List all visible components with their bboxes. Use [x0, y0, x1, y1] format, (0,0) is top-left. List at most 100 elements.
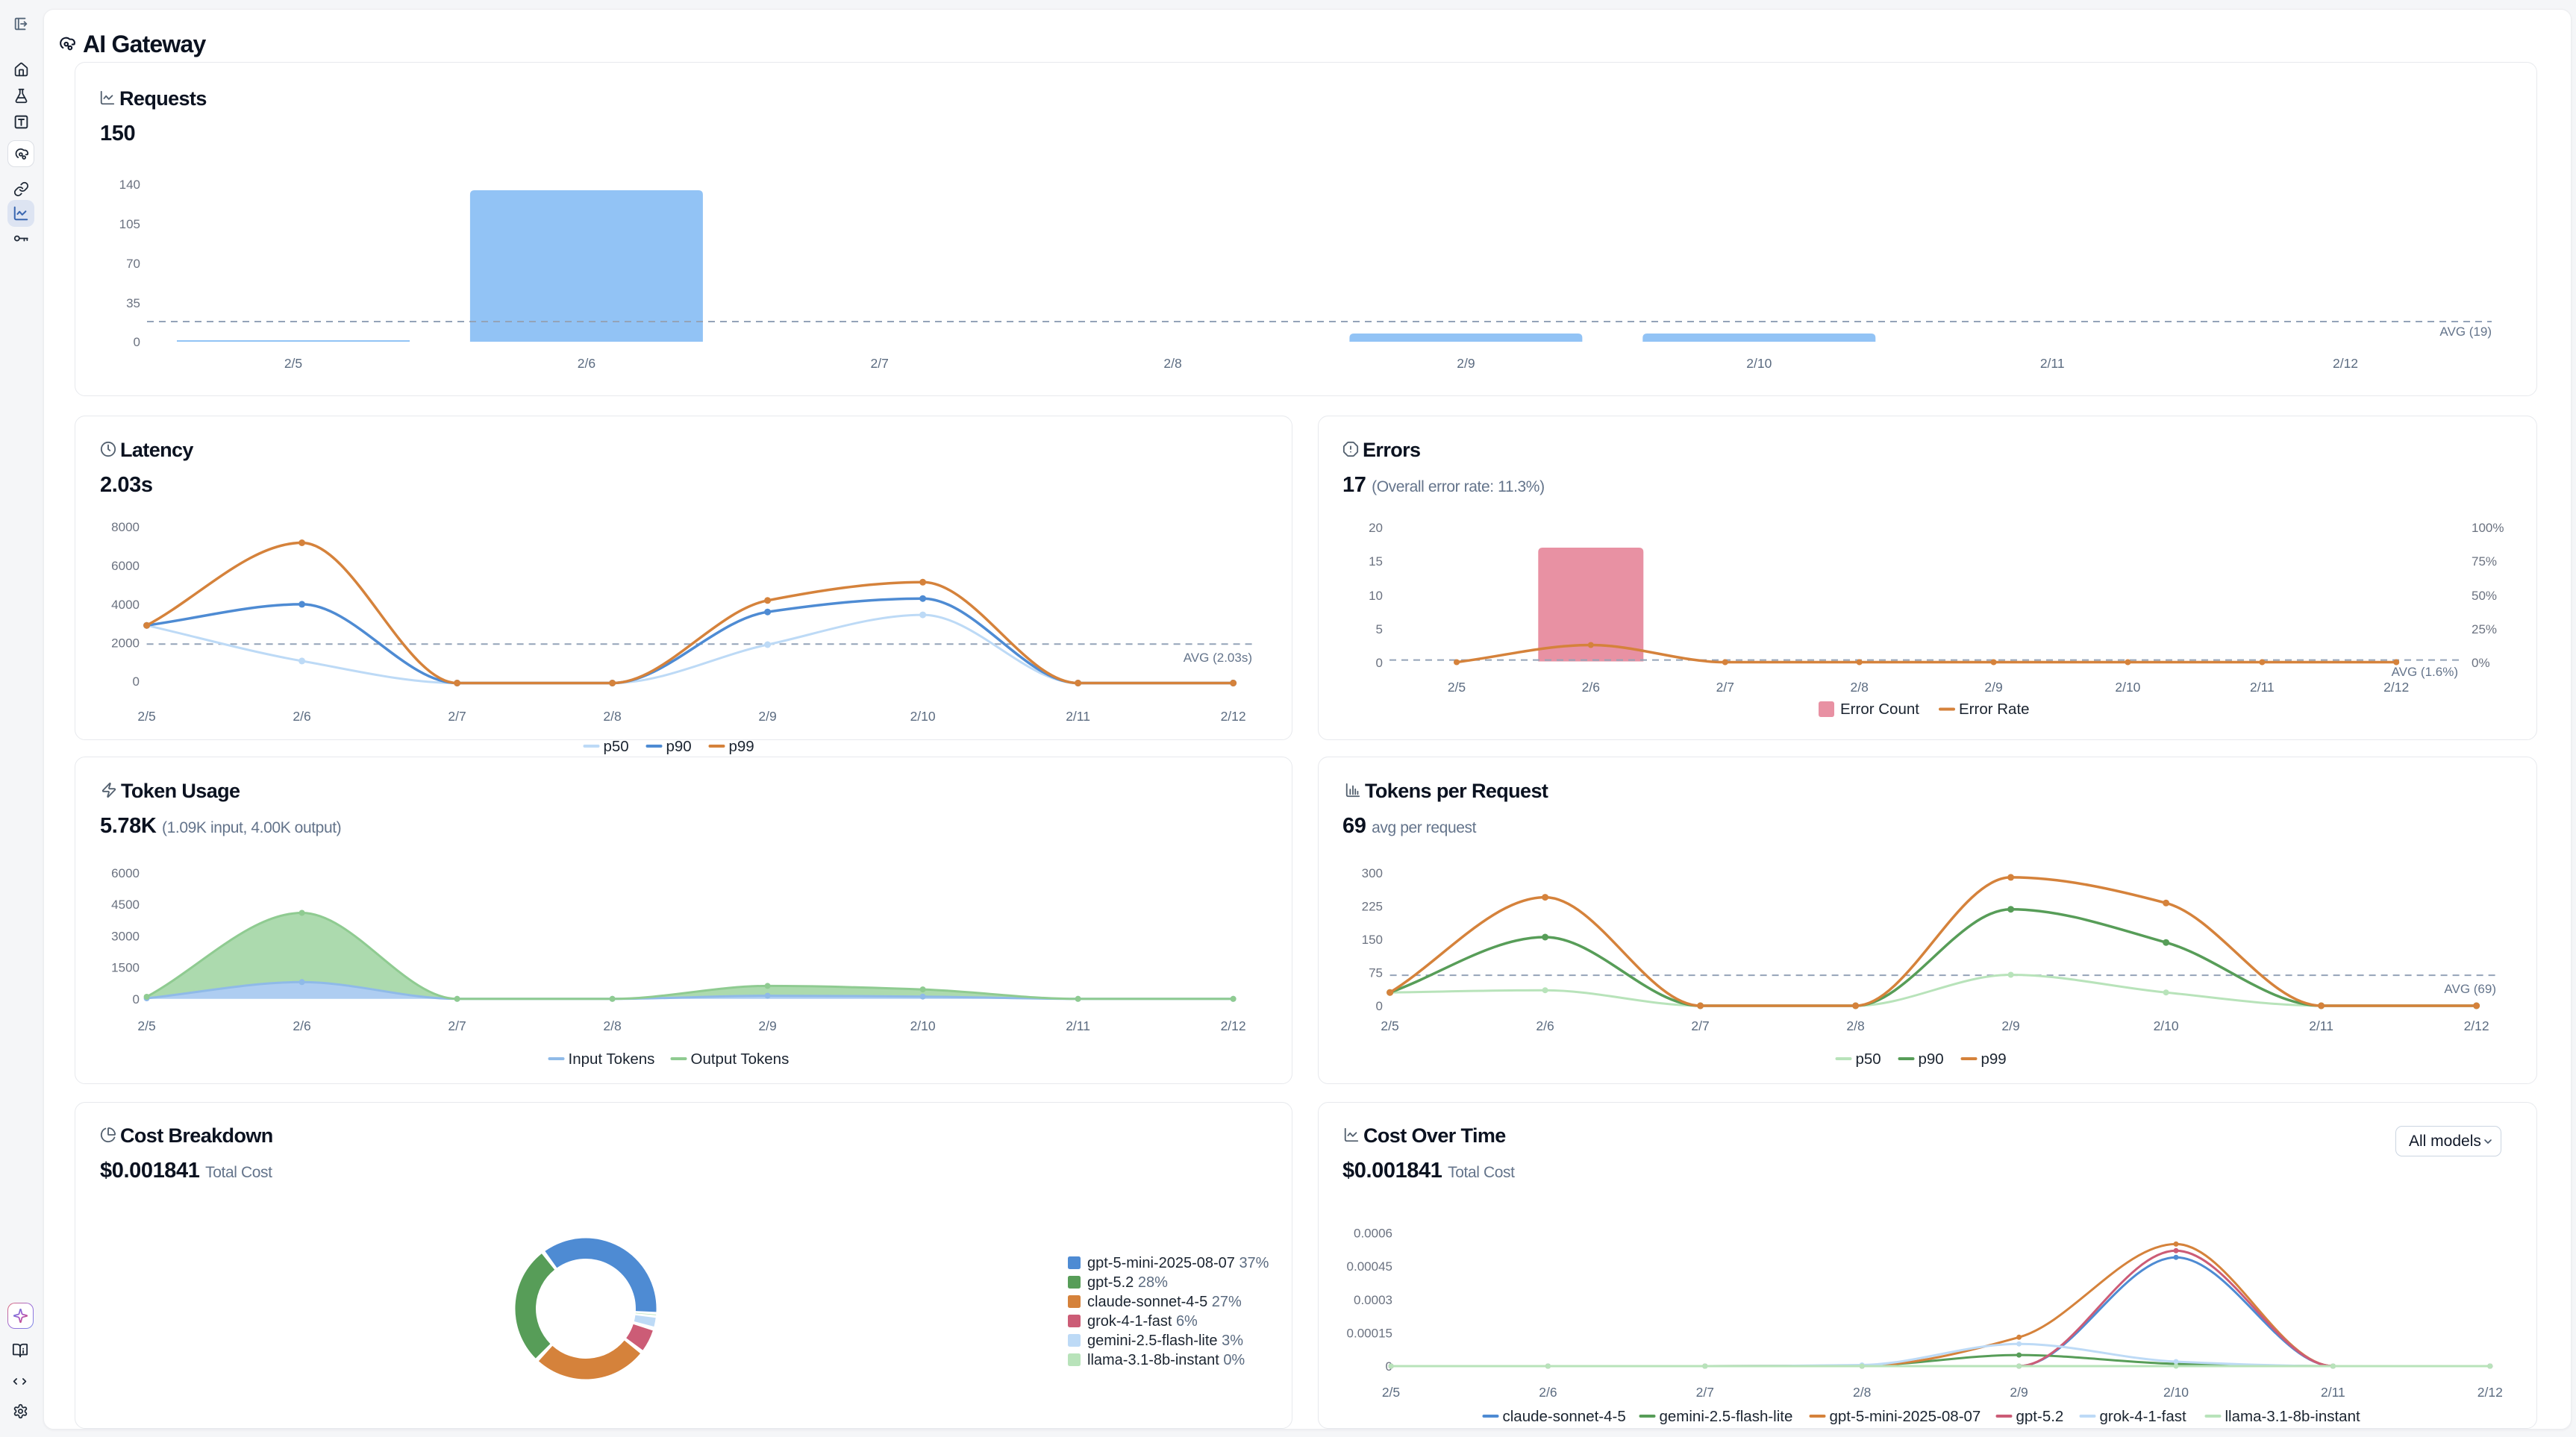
svg-text:75: 75 — [1369, 966, 1383, 980]
svg-text:gpt-5.2 28%: gpt-5.2 28% — [1087, 1274, 1168, 1291]
svg-text:0: 0 — [134, 335, 140, 349]
svg-text:0: 0 — [1376, 656, 1383, 670]
svg-text:2/9: 2/9 — [2001, 1018, 2019, 1033]
svg-text:claude-sonnet-4-5 27%: claude-sonnet-4-5 27% — [1087, 1294, 1242, 1310]
svg-text:p99: p99 — [1981, 1051, 2007, 1068]
svg-text:2/10: 2/10 — [1746, 356, 1772, 371]
svg-text:Error Rate: Error Rate — [1959, 701, 2030, 718]
svg-text:0%: 0% — [2472, 656, 2490, 670]
svg-text:75%: 75% — [2472, 554, 2497, 569]
svg-text:2/5: 2/5 — [1382, 1385, 1400, 1400]
svg-text:5: 5 — [1376, 622, 1383, 636]
svg-text:25%: 25% — [2472, 622, 2497, 636]
svg-text:0: 0 — [133, 992, 140, 1006]
svg-text:2000: 2000 — [111, 636, 140, 651]
svg-text:2/9: 2/9 — [1984, 680, 2002, 695]
svg-text:AVG (2.03s): AVG (2.03s) — [1184, 651, 1252, 665]
svg-text:p50: p50 — [604, 738, 629, 755]
svg-text:10: 10 — [1369, 589, 1383, 603]
svg-text:35: 35 — [126, 296, 140, 310]
svg-text:2/7: 2/7 — [448, 1018, 466, 1033]
svg-text:2/7: 2/7 — [448, 709, 466, 724]
svg-text:gemini-2.5-flash-lite 3%: gemini-2.5-flash-lite 3% — [1087, 1333, 1243, 1349]
svg-text:p90: p90 — [1919, 1051, 1944, 1068]
svg-text:0: 0 — [133, 674, 140, 689]
svg-text:2/12: 2/12 — [1221, 709, 1246, 724]
svg-text:8000: 8000 — [111, 520, 140, 534]
svg-text:2/12: 2/12 — [2333, 356, 2358, 371]
svg-text:2/7: 2/7 — [1716, 680, 1734, 695]
svg-text:6000: 6000 — [111, 559, 140, 573]
svg-text:2/5: 2/5 — [1381, 1018, 1398, 1033]
svg-text:4000: 4000 — [111, 598, 140, 612]
svg-text:2/11: 2/11 — [2250, 680, 2275, 695]
svg-text:grok-4-1-fast: grok-4-1-fast — [2100, 1408, 2187, 1425]
svg-text:p99: p99 — [729, 738, 754, 755]
svg-text:p90: p90 — [666, 738, 692, 755]
svg-text:2/11: 2/11 — [2040, 356, 2065, 371]
svg-text:4500: 4500 — [111, 898, 140, 912]
svg-text:2/11: 2/11 — [1066, 1018, 1090, 1033]
svg-text:2/11: 2/11 — [2309, 1018, 2333, 1033]
svg-text:llama-3.1-8b-instant: llama-3.1-8b-instant — [2225, 1408, 2360, 1425]
svg-text:grok-4-1-fast 6%: grok-4-1-fast 6% — [1087, 1313, 1198, 1330]
svg-text:2/7: 2/7 — [871, 356, 889, 371]
svg-text:2/8: 2/8 — [1846, 1018, 1864, 1033]
svg-text:gpt-5.2: gpt-5.2 — [2016, 1408, 2064, 1425]
svg-text:300: 300 — [1362, 866, 1383, 880]
svg-text:15: 15 — [1369, 554, 1383, 569]
svg-text:2/8: 2/8 — [603, 1018, 621, 1033]
svg-text:2/12: 2/12 — [2477, 1385, 2503, 1400]
svg-text:2/6: 2/6 — [1582, 680, 1600, 695]
svg-text:Output Tokens: Output Tokens — [691, 1051, 790, 1068]
svg-text:2/6: 2/6 — [293, 709, 310, 724]
svg-text:AVG (19): AVG (19) — [2439, 325, 2492, 339]
svg-text:2/6: 2/6 — [1536, 1018, 1554, 1033]
svg-text:0.00045: 0.00045 — [1347, 1259, 1392, 1274]
svg-text:gpt-5-mini-2025-08-07 37%: gpt-5-mini-2025-08-07 37% — [1087, 1255, 1269, 1271]
svg-text:2/10: 2/10 — [910, 709, 936, 724]
svg-text:50%: 50% — [2472, 589, 2497, 603]
svg-text:0.0006: 0.0006 — [1354, 1227, 1392, 1241]
svg-text:2/12: 2/12 — [2464, 1018, 2489, 1033]
svg-text:2/8: 2/8 — [1853, 1385, 1871, 1400]
svg-text:150: 150 — [1362, 933, 1383, 947]
svg-text:0.00015: 0.00015 — [1347, 1326, 1392, 1340]
svg-text:2/11: 2/11 — [1066, 709, 1090, 724]
svg-text:2/8: 2/8 — [1163, 356, 1181, 371]
svg-text:2/5: 2/5 — [284, 356, 302, 371]
svg-text:2/6: 2/6 — [578, 356, 595, 371]
svg-text:140: 140 — [119, 178, 140, 192]
svg-text:2/9: 2/9 — [2010, 1385, 2028, 1400]
svg-text:2/7: 2/7 — [1696, 1385, 1714, 1400]
svg-text:AVG (69): AVG (69) — [2444, 982, 2496, 996]
svg-text:2/5: 2/5 — [137, 709, 155, 724]
svg-text:claude-sonnet-4-5: claude-sonnet-4-5 — [1503, 1408, 1626, 1425]
svg-text:2/11: 2/11 — [2321, 1385, 2345, 1400]
svg-text:Error Count: Error Count — [1840, 701, 1919, 718]
svg-text:2/10: 2/10 — [910, 1018, 936, 1033]
svg-text:6000: 6000 — [111, 866, 140, 880]
svg-text:2/10: 2/10 — [2163, 1385, 2189, 1400]
svg-text:2/9: 2/9 — [758, 1018, 776, 1033]
svg-text:225: 225 — [1362, 900, 1383, 914]
svg-text:2/5: 2/5 — [137, 1018, 155, 1033]
svg-text:AVG (1.6%): AVG (1.6%) — [2392, 665, 2458, 679]
svg-text:p50: p50 — [1856, 1051, 1881, 1068]
svg-text:2/7: 2/7 — [1691, 1018, 1709, 1033]
svg-text:2/10: 2/10 — [2115, 680, 2140, 695]
svg-text:20: 20 — [1369, 521, 1383, 535]
svg-text:2/6: 2/6 — [293, 1018, 310, 1033]
svg-text:100%: 100% — [2472, 521, 2504, 535]
svg-text:Input Tokens: Input Tokens — [569, 1051, 655, 1068]
svg-text:2/12: 2/12 — [1221, 1018, 1246, 1033]
svg-text:gemini-2.5-flash-lite: gemini-2.5-flash-lite — [1660, 1408, 1793, 1425]
svg-text:3000: 3000 — [111, 929, 140, 943]
svg-text:2/9: 2/9 — [1457, 356, 1475, 371]
svg-text:1500: 1500 — [111, 961, 140, 975]
svg-text:2/5: 2/5 — [1448, 680, 1466, 695]
svg-text:2/12: 2/12 — [2383, 680, 2409, 695]
svg-text:llama-3.1-8b-instant 0%: llama-3.1-8b-instant 0% — [1087, 1352, 1245, 1368]
svg-text:2/9: 2/9 — [758, 709, 776, 724]
svg-text:105: 105 — [119, 217, 140, 231]
